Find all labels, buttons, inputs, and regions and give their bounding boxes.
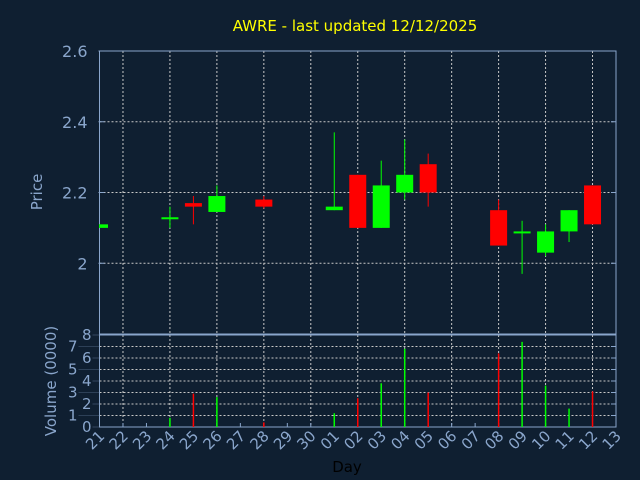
- candle-body: [255, 199, 273, 207]
- price-panel-frame: [99, 50, 617, 335]
- x-axis-label: Day: [332, 458, 362, 476]
- volume-tick-label: 7: [68, 338, 78, 356]
- candle-body: [99, 224, 108, 228]
- candle-body: [537, 231, 555, 253]
- chart-title: AWRE - last updated 12/12/2025: [233, 17, 478, 35]
- volume-tick-label: 8: [82, 326, 92, 344]
- candle-body: [560, 210, 578, 232]
- candle-body: [184, 203, 202, 207]
- volume-tick-label: 1: [68, 407, 78, 425]
- candles: [99, 132, 602, 274]
- candle-body: [372, 185, 390, 228]
- volume-bars: [169, 341, 594, 427]
- candle-body: [396, 174, 414, 193]
- candle-body: [208, 196, 226, 212]
- volume-tick-label: 6: [82, 349, 92, 367]
- volume-tick-label: 5: [68, 361, 78, 379]
- candle-body: [584, 185, 602, 225]
- volume-tick-label: 4: [82, 372, 92, 390]
- candle-body: [325, 206, 343, 211]
- volume-tick-label: 2: [82, 395, 92, 413]
- volume-axis-label: Volume (0000): [42, 326, 60, 436]
- price-tick-label: 2.6: [62, 42, 87, 61]
- candle-body: [349, 174, 367, 228]
- price-tick-label: 2.2: [62, 184, 87, 203]
- price-tick-label: 2: [77, 254, 87, 273]
- volume-tick-label: 3: [68, 384, 78, 402]
- price-tick-label: 2.4: [62, 113, 87, 132]
- candle-body: [490, 210, 508, 246]
- y-axis-label: Price: [28, 174, 46, 211]
- volume-tick-label: 0: [82, 418, 92, 436]
- candle-body: [161, 217, 179, 220]
- candle-body: [419, 164, 437, 193]
- candle-body: [513, 231, 531, 234]
